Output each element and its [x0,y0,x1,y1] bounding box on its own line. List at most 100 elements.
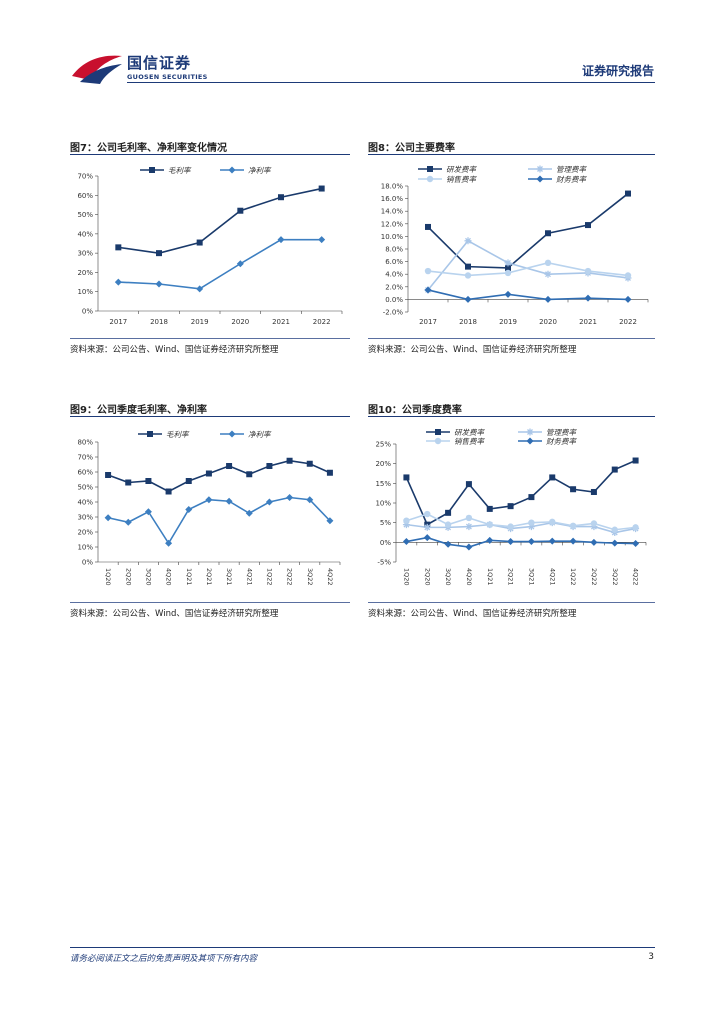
y-tick-label: 0.0% [385,296,403,304]
y-tick-label: 15% [375,480,391,488]
legend-marker [536,165,544,173]
x-tick-label: 2Q20 [124,568,132,586]
data-point [306,496,314,504]
data-point [464,295,472,303]
x-tick-label: 2021 [272,318,290,326]
figure-10-source: 资料来源：公司公告、Wind、国信证券经济研究所整理 [368,609,577,619]
y-tick-label: 5% [380,519,391,527]
x-tick-label: 2Q22 [286,568,294,586]
data-point [632,540,640,548]
data-point [465,543,473,551]
data-point [549,474,556,481]
data-point [278,194,284,201]
series-line-2 [427,239,629,291]
series-line-2 [118,238,322,290]
y-tick-label: 18.0% [381,183,404,191]
x-tick-label: 3Q22 [611,568,619,586]
data-point [624,272,632,279]
guosen-logo-icon [72,55,122,84]
figure-9-source: 资料来源：公司公告、Wind、国信证券经济研究所整理 [70,609,279,619]
data-point [444,540,452,548]
x-tick-label: 1Q21 [185,568,193,586]
figure-10-top-rule [368,416,655,417]
data-point [185,506,193,513]
data-point [114,278,122,286]
data-point [444,521,452,528]
data-point [632,524,639,531]
data-point [544,295,552,303]
data-point [528,494,535,501]
legend-marker [149,167,155,173]
data-point [318,236,326,244]
figure-10-chart: -5% 0% 5% 10% 15% 20% 25% 1Q20 2Q20 3Q20 4Q20 1Q21 2… [375,428,647,586]
y-tick-label: -2.0% [383,309,404,317]
data-point [125,479,132,486]
data-point [504,259,512,267]
logo-text-cn: 国信证券 [127,54,192,72]
y-tick-label: 20% [77,529,93,537]
data-point [237,207,244,214]
y-tick-label: 50% [77,484,93,492]
data-point [507,538,515,546]
footer-disclaimer: 请务必阅读正文之后的免责声明及其项下所有内容 [70,954,258,964]
data-point [504,290,512,298]
data-point [423,534,431,542]
figure-7-source: 资料来源：公司公告、Wind、国信证券经济研究所整理 [70,345,279,355]
data-point [318,185,325,192]
y-tick-label: 4.0% [385,271,403,279]
data-point [246,471,253,478]
series-line-4 [427,289,629,301]
figure-9-chart: 0% 10% 20% 30% 40% 50% 60% 70% 80% 1Q20 2Q20 3Q20 4Q… [77,430,341,586]
y-tick-label: 30% [77,250,93,258]
data-point [165,488,172,495]
x-tick-label: 3Q22 [306,568,314,586]
data-point [326,517,334,525]
x-tick-label: 1Q22 [265,568,273,586]
x-tick-label: 4Q20 [465,568,473,586]
data-point [584,294,592,302]
data-point [104,514,112,522]
data-point [425,223,431,230]
y-tick-label: 10.0% [381,233,404,241]
y-tick-label: 12.0% [381,220,404,228]
y-tick-label: 10% [77,544,93,552]
x-tick-label: 2Q21 [507,568,515,586]
data-point [165,539,173,547]
x-tick-label: 1Q20 [402,568,410,586]
x-tick-label: 2020 [539,318,557,326]
x-tick-label: 3Q21 [527,568,535,586]
y-tick-label: 50% [77,211,93,219]
data-point [403,474,410,481]
y-tick-label: 8.0% [385,246,403,254]
y-tick-label: 20% [375,460,391,468]
series-line-3 [406,513,636,531]
y-tick-label: 0% [380,539,391,547]
y-tick-label: 25% [375,441,391,449]
data-point [245,509,253,517]
figure-8-title: 图8：公司主要费率 [368,143,455,154]
x-tick-label: 1Q20 [104,568,112,586]
legend-marker [147,431,153,437]
page-header: 国信证券 GUOSEN SECURITIES 证券研究报告 [0,0,724,90]
data-point [570,486,577,493]
data-point [403,517,410,524]
x-tick-label: 4Q21 [245,568,253,586]
figure-8-top-rule [368,154,655,155]
data-point [185,478,192,484]
series-line-1 [427,192,629,269]
x-tick-label: 2017 [419,318,437,326]
x-tick-label: 2017 [109,318,127,326]
y-tick-label: 0% [82,308,93,316]
data-point [236,260,244,268]
data-point [196,285,204,293]
series-line-1 [107,459,331,493]
data-point [548,537,556,545]
data-point [486,505,493,512]
data-point [611,539,619,547]
figure-9-top-rule [70,416,350,417]
data-point [611,466,618,473]
data-point [590,538,598,546]
y-tick-label: 20% [77,269,93,277]
data-point [504,269,512,277]
x-tick-label: 2Q20 [423,568,431,586]
